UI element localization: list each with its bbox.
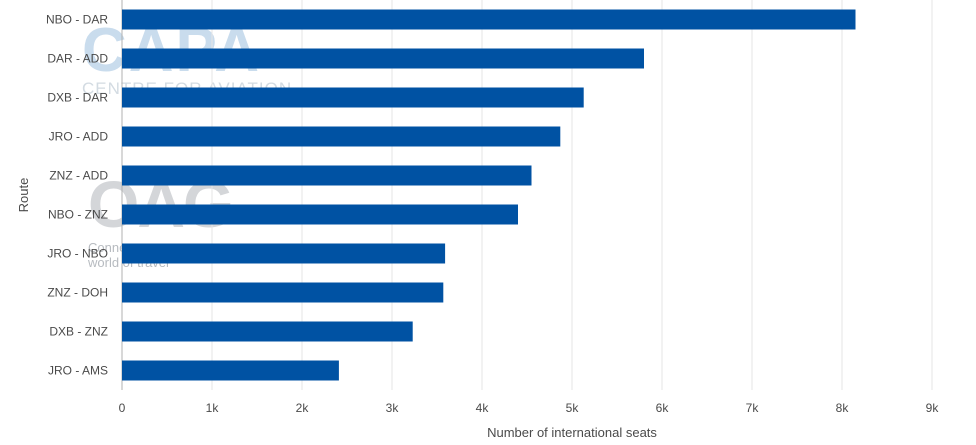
bar-dar-add[interactable] <box>122 48 644 69</box>
x-tick-label: 6k <box>656 401 670 415</box>
x-tick-label: 5k <box>566 401 580 415</box>
bar-znz-doh[interactable] <box>122 282 444 303</box>
bar-nbo-znz[interactable] <box>122 204 518 225</box>
x-tick-label: 3k <box>386 401 400 415</box>
x-tick-label: 1k <box>206 401 220 415</box>
bar-jro-ams[interactable] <box>122 360 339 381</box>
y-tick-label: DXB - ZNZ <box>49 325 108 339</box>
bar-dxb-dar[interactable] <box>122 87 584 108</box>
y-tick-label: JRO - ADD <box>49 130 109 144</box>
y-tick-labels: NBO - DAR DAR - ADD DXB - DAR JRO - ADD ZNZ … <box>46 13 108 378</box>
x-tick-label: 7k <box>746 401 760 415</box>
y-tick-label: ZNZ - DOH <box>47 286 108 300</box>
bar-layer <box>122 9 856 381</box>
x-tick-labels: 0 1k 2k 3k 4k 5k 6k 7k 8k 9k <box>119 401 940 415</box>
y-tick-label: JRO - AMS <box>48 364 108 378</box>
x-tick-label: 2k <box>296 401 310 415</box>
y-tick-label: NBO - DAR <box>46 13 108 27</box>
y-axis-title: Route <box>16 178 31 213</box>
y-tick-label: DAR - ADD <box>47 52 108 66</box>
y-tick-label: NBO - ZNZ <box>48 208 108 222</box>
x-tick-label: 4k <box>476 401 490 415</box>
y-tick-label: JRO - NBO <box>47 247 108 261</box>
bar-jro-nbo[interactable] <box>122 243 446 264</box>
y-tick-label: DXB - DAR <box>47 91 108 105</box>
x-tick-label: 9k <box>926 401 940 415</box>
x-axis-title: Number of international seats <box>487 425 657 440</box>
x-tick-label: 8k <box>836 401 850 415</box>
x-tick-label: 0 <box>119 401 126 415</box>
y-tick-label: ZNZ - ADD <box>49 169 108 183</box>
bar-dxb-znz[interactable] <box>122 321 413 342</box>
bar-nbo-dar[interactable] <box>122 9 856 30</box>
bar-jro-add[interactable] <box>122 126 561 147</box>
bar-znz-add[interactable] <box>122 165 532 186</box>
